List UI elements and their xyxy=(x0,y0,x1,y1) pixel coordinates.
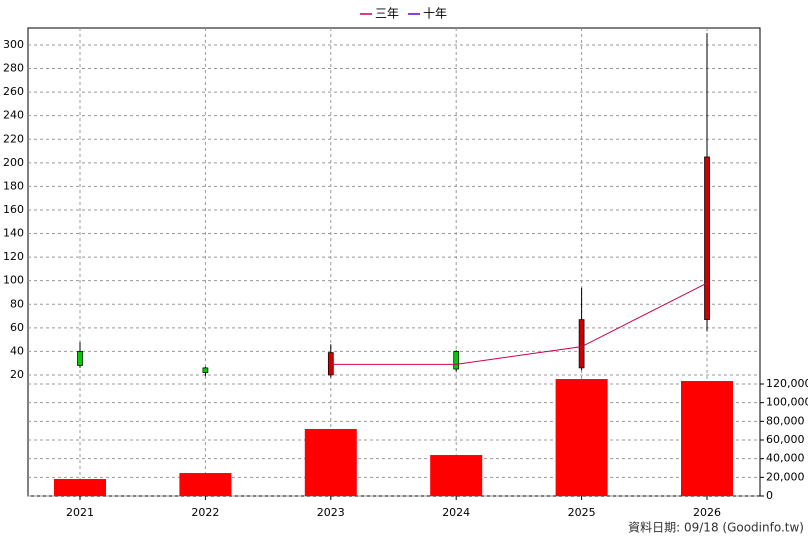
y-tick-label: 240 xyxy=(3,109,24,122)
y-tick-label: 20 xyxy=(10,368,24,381)
x-tick-label: 2022 xyxy=(191,506,219,519)
x-tick-label: 2021 xyxy=(66,506,94,519)
y2-tick-label: 60,000 xyxy=(766,433,805,446)
candle-body xyxy=(453,351,460,370)
y-tick-label: 120 xyxy=(3,250,24,263)
candle-body xyxy=(578,319,585,369)
y-tick-label: 300 xyxy=(3,38,24,51)
y-tick-label: 200 xyxy=(3,156,24,169)
legend-label: 十年 xyxy=(423,7,447,21)
footnote: 資料日期: 09/18 (Goodinfo.tw) xyxy=(628,521,804,535)
y2-tick-label: 100,000 xyxy=(766,396,808,409)
volume-bar xyxy=(304,428,357,496)
volume-bar xyxy=(430,455,483,496)
y2-tick-label: 0 xyxy=(766,489,773,502)
y-tick-label: 80 xyxy=(10,297,24,310)
x-tick-label: 2023 xyxy=(317,506,345,519)
candle-body xyxy=(327,352,334,376)
volume-bar xyxy=(54,479,106,496)
y-tick-label: 140 xyxy=(3,227,24,240)
y-tick-label: 100 xyxy=(3,274,24,287)
volume-bar xyxy=(555,379,608,496)
candle-body xyxy=(77,351,83,366)
y-tick-label: 40 xyxy=(10,344,24,357)
x-tick-label: 2024 xyxy=(442,506,470,519)
y-tick-label: 180 xyxy=(3,179,24,192)
y2-tick-label: 120,000 xyxy=(766,377,808,390)
volume-bar xyxy=(681,381,733,496)
y2-tick-label: 80,000 xyxy=(766,414,805,427)
y-tick-label: 260 xyxy=(3,85,24,98)
y-tick-label: 280 xyxy=(3,62,24,75)
ma-line xyxy=(330,282,708,365)
y2-tick-label: 20,000 xyxy=(766,470,805,483)
plot-area xyxy=(27,27,761,497)
candle-body xyxy=(704,156,710,320)
x-tick-label: 2026 xyxy=(693,506,721,519)
volume-bar xyxy=(179,473,232,496)
y2-tick-label: 40,000 xyxy=(766,452,805,465)
legend-label: 三年 xyxy=(375,7,399,21)
y-tick-label: 220 xyxy=(3,132,24,145)
x-tick-label: 2025 xyxy=(568,506,596,519)
candle-body xyxy=(202,367,209,373)
y-tick-label: 60 xyxy=(10,321,24,334)
y-tick-label: 160 xyxy=(3,203,24,216)
